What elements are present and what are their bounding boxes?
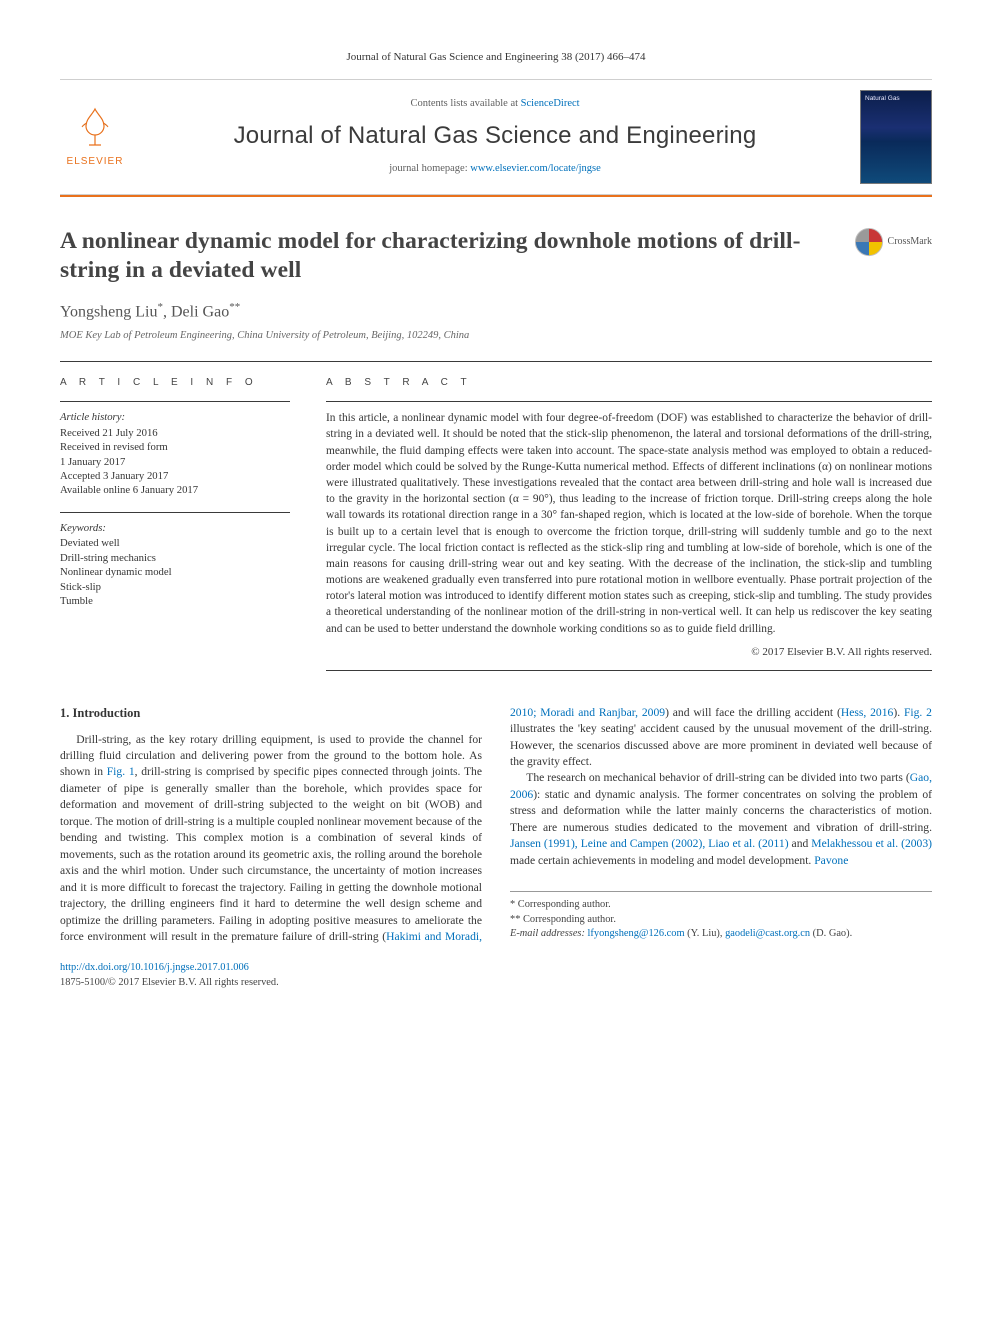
keywords-head: Keywords: — [60, 521, 290, 535]
keyword: Deviated well — [60, 536, 290, 550]
text-run: made certain achievements in modeling an… — [510, 854, 814, 867]
crossmark-label: CrossMark — [888, 235, 932, 249]
tree-icon — [71, 105, 119, 153]
intro-para-2: The research on mechanical behavior of d… — [510, 770, 932, 869]
fig-2-link[interactable]: Fig. 2 — [904, 706, 932, 719]
section-rule — [60, 361, 932, 362]
correspondence-footnotes: * Corresponding author. ** Corresponding… — [510, 891, 932, 942]
homepage-link[interactable]: www.elsevier.com/locate/jngse — [470, 163, 601, 174]
journal-cover-thumbnail: Natural Gas — [860, 90, 932, 184]
article-history: Article history: Received 21 July 2016 R… — [60, 410, 290, 498]
fig-1-link[interactable]: Fig. 1 — [107, 765, 135, 778]
history-line: Received 21 July 2016 — [60, 426, 290, 440]
cover-title-text: Natural Gas — [865, 95, 927, 104]
corresponding-2: ** Corresponding author. — [510, 913, 932, 928]
text-run: , drill-string is comprised by specific … — [60, 765, 482, 877]
email-label: E-mail addresses: — [510, 928, 588, 939]
text-run: illustrates the 'key seating' accident c… — [510, 722, 932, 768]
homepage-prefix: journal homepage: — [389, 163, 470, 174]
text-run: ). — [893, 706, 904, 719]
abs-end-rule — [326, 670, 932, 671]
issn-copyright: 1875-5100/© 2017 Elsevier B.V. All right… — [60, 976, 932, 991]
contents-list-row: Contents lists available at ScienceDirec… — [148, 97, 842, 111]
body-columns: 1. Introduction Drill-string, as the key… — [60, 705, 932, 946]
history-head: Article history: — [60, 410, 290, 424]
abs-rule — [326, 401, 932, 402]
citation-link[interactable]: Hess, 2016 — [841, 706, 894, 719]
email-2-link[interactable]: gaodeli@cast.org.cn — [725, 928, 810, 939]
kw-rule — [60, 512, 290, 513]
accent-rule — [60, 195, 932, 197]
email-1-who: (Y. Liu), — [685, 928, 726, 939]
citation-link[interactable]: Melakhessou et al. (2003) — [811, 837, 932, 850]
info-rule — [60, 401, 290, 402]
corresponding-1: * Corresponding author. — [510, 898, 932, 913]
author-2-mark: ** — [229, 301, 240, 313]
doi-link[interactable]: http://dx.doi.org/10.1016/j.jngse.2017.0… — [60, 962, 249, 973]
email-1-link[interactable]: lfyongsheng@126.com — [588, 928, 685, 939]
keywords: Keywords: Deviated well Drill-string mec… — [60, 521, 290, 609]
crossmark-icon — [854, 227, 884, 257]
publisher-logo: ELSEVIER — [60, 98, 130, 176]
article-title: A nonlinear dynamic model for characteri… — [60, 227, 834, 286]
citation-link[interactable]: Jansen (1991), Leine and Campen (2002), … — [510, 837, 789, 850]
keyword: Nonlinear dynamic model — [60, 565, 290, 579]
text-run: ): static and dynamic analysis. The form… — [510, 788, 932, 834]
author-2: Deli Gao — [171, 303, 229, 320]
keyword: Tumble — [60, 594, 290, 608]
crossmark-badge[interactable]: CrossMark — [854, 227, 932, 257]
doi-block: http://dx.doi.org/10.1016/j.jngse.2017.0… — [60, 961, 932, 990]
history-line: Available online 6 January 2017 — [60, 483, 290, 497]
history-line: 1 January 2017 — [60, 455, 290, 469]
author-list: Yongsheng Liu*, Deli Gao** — [60, 300, 932, 323]
journal-homepage-row: journal homepage: www.elsevier.com/locat… — [148, 162, 842, 176]
affiliation: MOE Key Lab of Petroleum Engineering, Ch… — [60, 329, 932, 343]
text-run: The research on mechanical behavior of d… — [526, 771, 910, 784]
text-run: and — [789, 837, 812, 850]
abstract-text: In this article, a nonlinear dynamic mod… — [326, 410, 932, 637]
history-line: Received in revised form — [60, 440, 290, 454]
keyword: Stick-slip — [60, 580, 290, 594]
abstract-heading: A B S T R A C T — [326, 376, 932, 390]
citation-link[interactable]: Pavone — [814, 854, 848, 867]
article-info-heading: A R T I C L E I N F O — [60, 376, 290, 390]
publisher-brand-text: ELSEVIER — [67, 155, 124, 169]
abstract-copyright: © 2017 Elsevier B.V. All rights reserved… — [326, 645, 932, 660]
history-line: Accepted 3 January 2017 — [60, 469, 290, 483]
text-run: ) and will face the drilling accident ( — [665, 706, 841, 719]
sciencedirect-link[interactable]: ScienceDirect — [521, 98, 580, 109]
running-header: Journal of Natural Gas Science and Engin… — [60, 50, 932, 65]
journal-name: Journal of Natural Gas Science and Engin… — [148, 120, 842, 152]
keyword: Drill-string mechanics — [60, 551, 290, 565]
author-1: Yongsheng Liu — [60, 303, 158, 320]
author-sep: , — [163, 303, 171, 320]
intro-heading: 1. Introduction — [60, 705, 482, 722]
contents-prefix: Contents lists available at — [410, 98, 520, 109]
email-2-who: (D. Gao). — [810, 928, 852, 939]
masthead: ELSEVIER Contents lists available at Sci… — [60, 79, 932, 195]
